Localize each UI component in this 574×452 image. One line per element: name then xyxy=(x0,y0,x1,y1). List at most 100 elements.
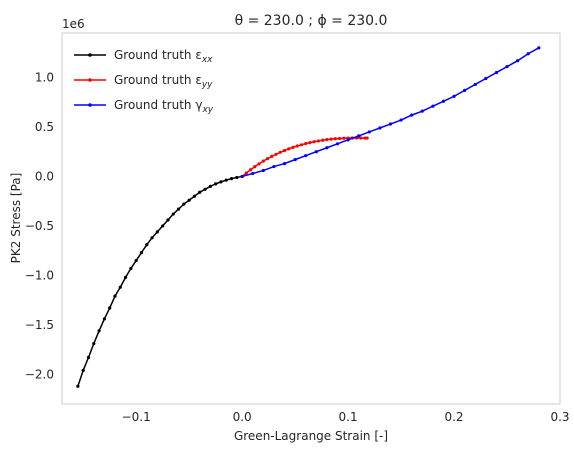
data-point xyxy=(526,52,530,56)
legend-box xyxy=(68,39,234,121)
legend-label-subscript: xx xyxy=(201,55,213,65)
data-point xyxy=(203,187,207,191)
data-point xyxy=(325,146,329,150)
data-point xyxy=(282,161,287,166)
data-point xyxy=(329,137,333,141)
data-point xyxy=(399,118,403,122)
data-point xyxy=(261,168,265,173)
data-point xyxy=(229,177,234,181)
data-point xyxy=(410,113,414,117)
data-point xyxy=(219,180,223,184)
data-point xyxy=(452,94,456,98)
data-point xyxy=(214,182,218,186)
data-point xyxy=(76,384,80,388)
data-point xyxy=(240,174,244,179)
legend-item-xy: Ground truth γxy xyxy=(74,98,214,115)
legend-label-base: Ground truth γ xyxy=(114,98,202,112)
y-tick-label: 0.0 xyxy=(35,169,54,183)
data-point xyxy=(335,142,340,146)
data-point xyxy=(224,178,228,182)
data-point xyxy=(118,285,122,289)
data-point xyxy=(441,99,446,103)
data-point xyxy=(134,258,138,263)
data-point xyxy=(251,171,255,176)
data-point xyxy=(92,342,96,346)
data-point xyxy=(192,194,197,198)
legend-swatch-marker xyxy=(88,53,92,57)
legend-label: Ground truth εyy xyxy=(114,73,213,90)
data-point xyxy=(129,266,133,271)
data-point xyxy=(113,294,117,298)
data-point xyxy=(365,136,369,140)
data-point xyxy=(187,198,191,202)
data-point xyxy=(325,138,329,142)
data-point xyxy=(287,147,291,151)
data-point xyxy=(308,141,312,145)
data-point xyxy=(171,212,175,216)
data-point xyxy=(291,145,295,149)
data-point xyxy=(494,70,499,75)
data-point xyxy=(270,154,274,158)
data-point xyxy=(155,230,159,234)
x-tick-label: 0.0 xyxy=(233,410,252,424)
legend-label-base: Ground truth ε xyxy=(114,48,202,62)
x-tick-label: −0.1 xyxy=(122,410,151,424)
data-point xyxy=(378,126,382,130)
data-point xyxy=(357,134,361,138)
series-xx xyxy=(76,174,244,388)
data-point xyxy=(166,218,170,222)
legend-label-subscript: yy xyxy=(201,80,213,90)
data-point xyxy=(108,306,112,310)
data-point xyxy=(261,159,265,163)
data-point xyxy=(81,368,85,372)
data-point xyxy=(431,104,435,108)
data-point xyxy=(338,136,342,141)
legend-label: Ground truth γxy xyxy=(114,98,214,115)
data-point xyxy=(295,144,299,148)
data-point xyxy=(537,46,541,50)
data-point xyxy=(139,251,144,255)
data-point xyxy=(304,154,308,158)
data-point xyxy=(314,150,318,154)
data-point xyxy=(420,109,424,113)
data-point xyxy=(102,317,106,321)
legend-swatch-marker xyxy=(88,103,92,107)
data-point xyxy=(123,275,128,279)
legend-label-subscript: xy xyxy=(201,105,213,115)
y-tick-label: −2.0 xyxy=(25,367,54,381)
data-point xyxy=(244,171,248,175)
data-point xyxy=(161,224,165,228)
data-point xyxy=(359,136,363,140)
data-point xyxy=(473,82,477,87)
y-tick-label: −1.0 xyxy=(25,268,54,282)
data-point xyxy=(316,139,321,143)
y-axis-label: PK2 Stress [Pa] xyxy=(9,173,23,264)
data-point xyxy=(208,184,212,188)
legend-label: Ground truth εxx xyxy=(114,48,213,65)
data-point xyxy=(346,138,350,142)
data-point xyxy=(299,143,304,147)
legend-item-yy: Ground truth εyy xyxy=(74,73,213,90)
data-point xyxy=(253,165,257,169)
data-point xyxy=(484,76,488,81)
x-tick-label: 0.2 xyxy=(444,410,463,424)
data-point xyxy=(198,190,202,194)
data-point xyxy=(312,140,316,144)
data-point xyxy=(342,136,346,140)
series-layer xyxy=(76,46,541,388)
data-point xyxy=(145,243,149,247)
data-point xyxy=(333,137,337,141)
data-point xyxy=(86,355,91,360)
x-tick-label: 0.3 xyxy=(550,410,569,424)
y-tick-label: 0.5 xyxy=(35,120,54,134)
data-point xyxy=(388,122,393,126)
x-axis-label: Green-Lagrange Strain [-] xyxy=(234,429,388,443)
data-point xyxy=(249,168,253,172)
data-point xyxy=(505,65,509,69)
data-point xyxy=(321,138,325,142)
data-point xyxy=(463,88,467,92)
y-tick-label: −1.5 xyxy=(25,318,54,332)
data-point xyxy=(516,59,520,63)
